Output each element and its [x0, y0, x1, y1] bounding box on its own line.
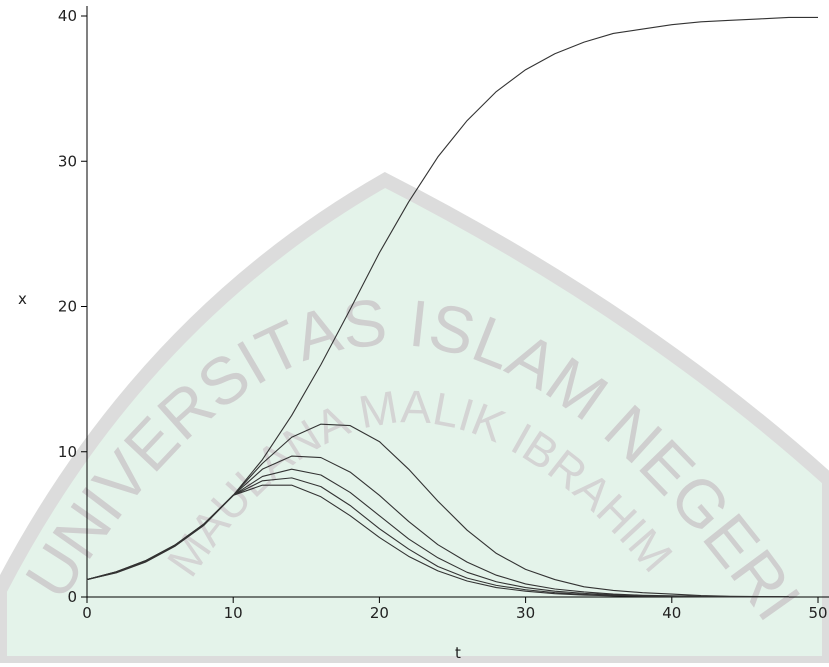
watermark-arch [0, 172, 829, 667]
y-tick-label: 20 [58, 298, 77, 316]
x-axis-label: t [455, 644, 461, 662]
x-tick-label: 40 [662, 604, 681, 622]
y-tick-label: 10 [58, 443, 77, 461]
watermark: UNIVERSITAS ISLAM NEGERI MAULANA MALIK I… [0, 172, 829, 667]
y-axis-label: x [18, 290, 27, 308]
x-tick-label: 50 [808, 604, 827, 622]
x-tick-label: 30 [516, 604, 535, 622]
x-tick-label: 0 [82, 604, 92, 622]
y-tick-label: 40 [58, 7, 77, 25]
y-tick-label: 30 [58, 152, 77, 170]
y-tick-label: 0 [67, 588, 77, 606]
x-tick-label: 10 [224, 604, 243, 622]
line-series [86, 484, 789, 598]
x-tick-label: 20 [370, 604, 389, 622]
